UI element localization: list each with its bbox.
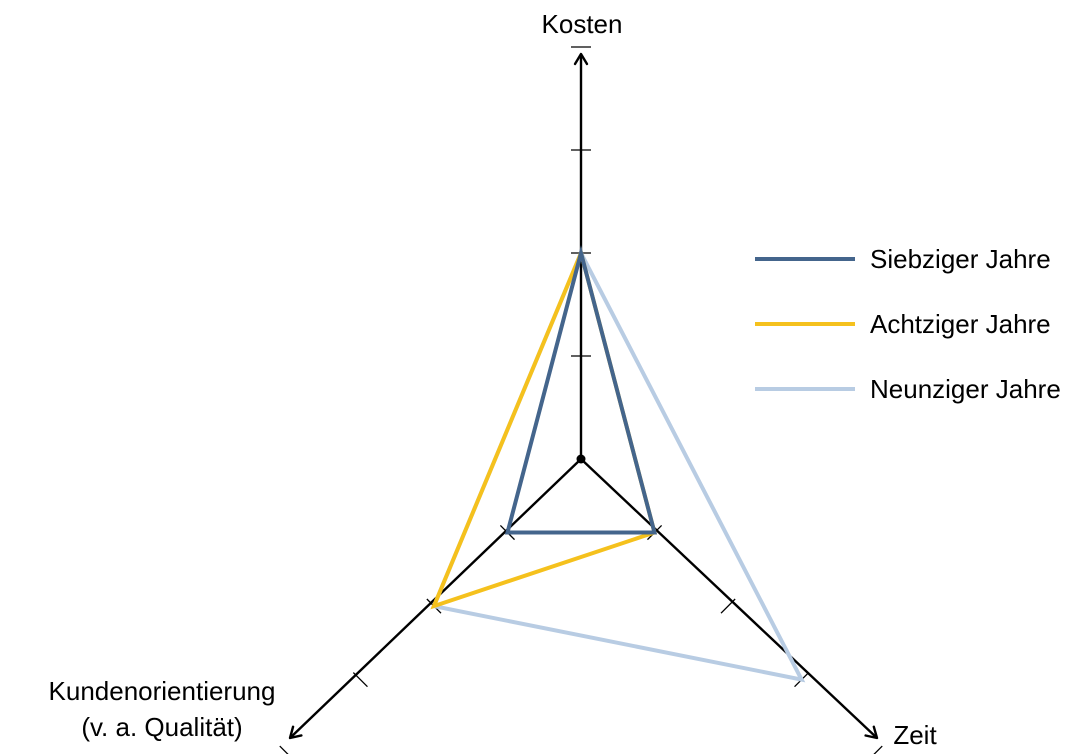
legend-label-siebziger-jahre: Siebziger Jahre [870, 244, 1051, 274]
legend-label-achtziger-jahre: Achtziger Jahre [870, 309, 1051, 339]
tick-zeit-2 [720, 598, 736, 614]
tick-kundenorientierung-4 [279, 745, 289, 754]
axis-labels-group: Kosten Zeit Kundenorientierung (v. a. Quali… [49, 9, 938, 750]
origin-point [576, 454, 586, 464]
axis-label-kundenorientierung-1: (v. a. Qualität) [81, 712, 242, 742]
series-siebziger-jahre [504, 245, 658, 535]
tick-zeit-4 [873, 745, 883, 754]
axis-label-zeit: Zeit [893, 720, 937, 750]
series-achtziger-jahre [430, 246, 657, 610]
tick-kundenorientierung-3 [352, 672, 368, 688]
legend-label-neunziger-jahre: Neunziger Jahre [870, 374, 1061, 404]
axis-zeit [580, 458, 879, 740]
axis-label-kundenorientierung: Kundenorientierung [49, 676, 276, 706]
series-group [430, 245, 806, 683]
legend: Siebziger Jahre Achtziger Jahre Neunziger … [755, 244, 1061, 404]
axes-group [279, 46, 883, 754]
axis-label-kosten: Kosten [542, 9, 623, 39]
